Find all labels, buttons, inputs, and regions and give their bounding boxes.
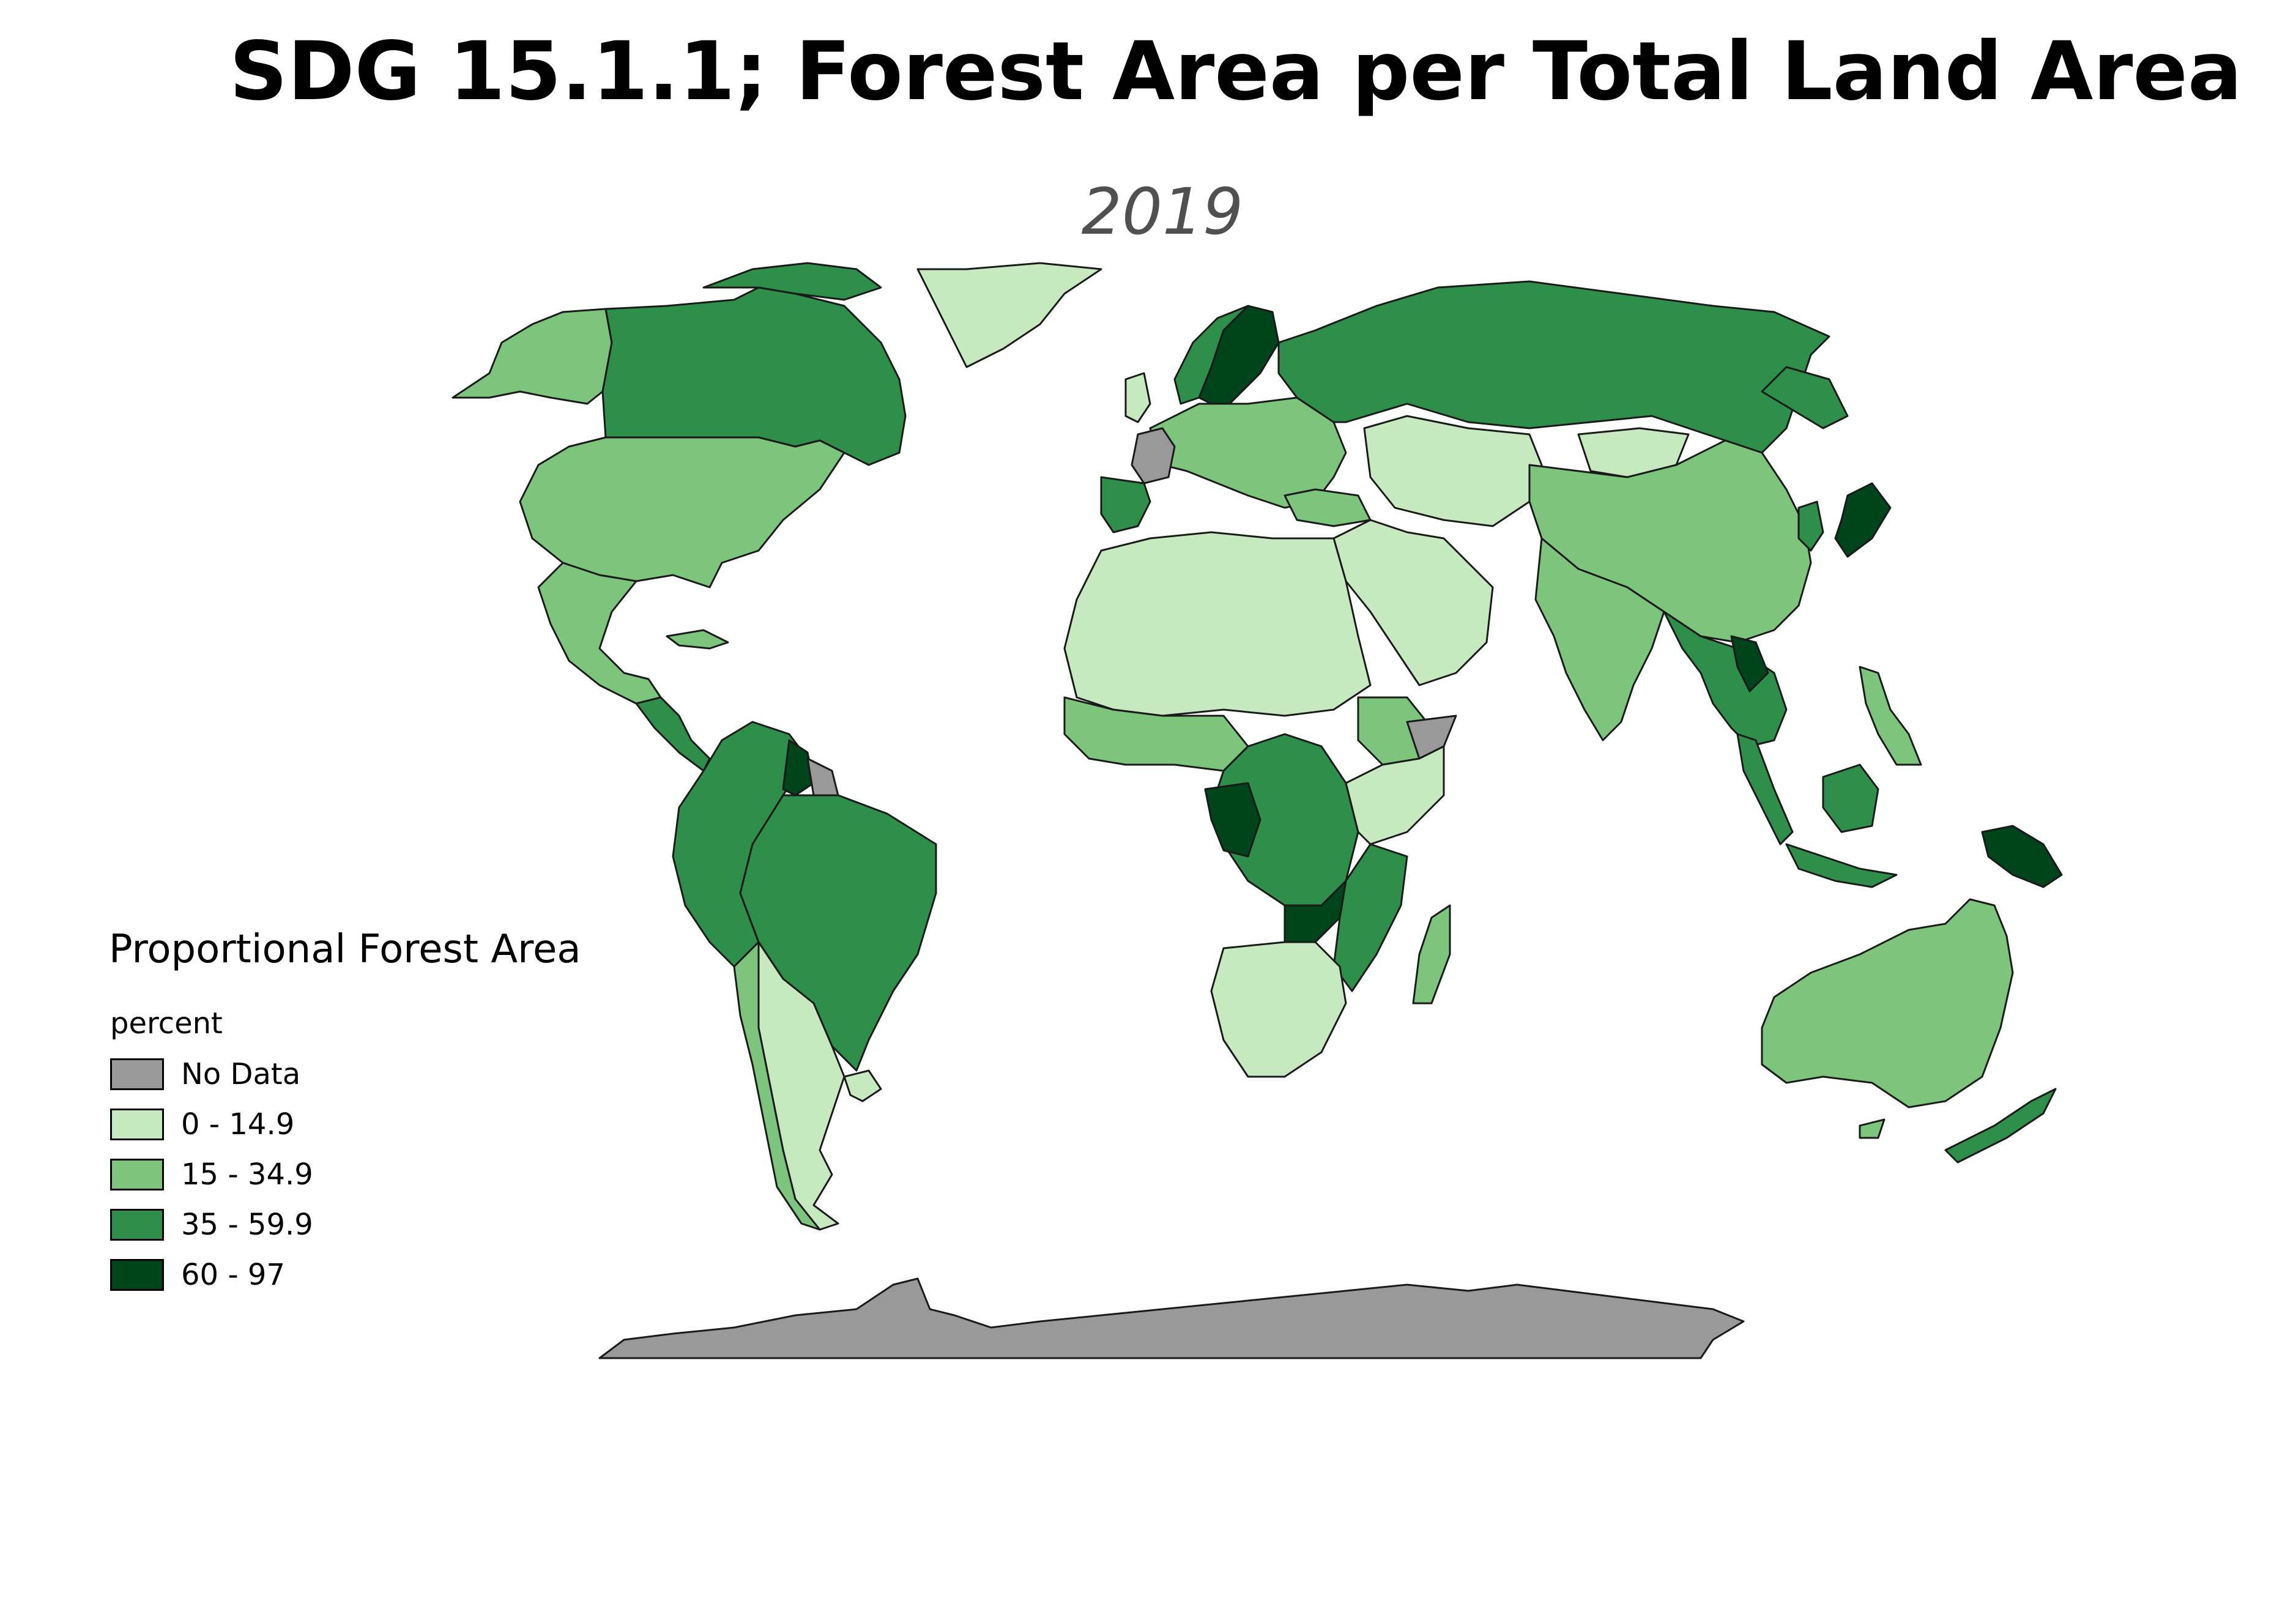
region-middle-east <box>1332 519 1494 686</box>
region-central-america <box>635 696 711 772</box>
region-mexico <box>537 562 662 705</box>
region-southeast-asia <box>1663 611 1788 748</box>
region-usa <box>519 436 845 589</box>
region-philippines <box>1859 666 1922 766</box>
region-chile <box>733 941 821 1231</box>
legend-title: Proportional Forest Area <box>109 927 581 972</box>
region-madagascar <box>1412 904 1451 1005</box>
region-laos <box>1730 635 1769 693</box>
region-alaska <box>451 308 613 405</box>
region-scandinavia <box>1198 305 1280 411</box>
region-australia <box>1761 898 2014 1109</box>
region-turkey <box>1284 488 1372 527</box>
region-antarctica <box>598 1277 1745 1359</box>
legend-label: No Data <box>181 1057 301 1091</box>
region-suriname-guyana <box>782 739 815 797</box>
legend-label: 35 - 59.9 <box>181 1208 313 1242</box>
region-iberia <box>1100 476 1151 533</box>
legend-swatch <box>110 1058 164 1090</box>
region-indonesia <box>1785 843 1898 888</box>
region-uk <box>1124 372 1151 423</box>
legend-item-class-2: 15 - 34.9 <box>110 1157 538 1194</box>
map-legend: Proportional Forest Area percent No Data… <box>109 927 659 1318</box>
region-french-guiana <box>806 757 839 797</box>
region-brazil <box>739 794 937 1072</box>
region-france <box>1131 427 1176 485</box>
legend-label: 60 - 97 <box>181 1258 285 1292</box>
region-caribbean <box>666 629 729 650</box>
legend-swatch <box>110 1209 164 1241</box>
region-north-africa <box>1063 531 1372 717</box>
legend-label: 15 - 34.9 <box>181 1157 313 1192</box>
region-congo-gabon <box>1204 782 1261 858</box>
legend-swatch <box>110 1259 164 1291</box>
region-borneo <box>1822 763 1879 833</box>
legend-swatch <box>110 1159 164 1190</box>
legend-label: 0 - 14.9 <box>181 1107 295 1142</box>
legend-item-no-data: No Data <box>110 1057 538 1094</box>
region-east-africa <box>1345 745 1445 845</box>
region-india <box>1534 537 1665 741</box>
region-tasmania <box>1859 1118 1885 1139</box>
region-korea <box>1797 500 1824 552</box>
region-southern-africa <box>1210 941 1347 1078</box>
region-russia-east <box>1761 366 1849 429</box>
region-europe <box>1149 396 1347 509</box>
map-subtitle-year: 2019 <box>1081 174 1244 249</box>
region-mozambique <box>1332 843 1408 992</box>
region-new-zealand <box>1944 1088 2057 1164</box>
legend-swatch <box>110 1109 164 1140</box>
region-canada-islands <box>702 262 882 301</box>
region-russia <box>1277 280 1830 454</box>
region-central-asia <box>1363 415 1543 527</box>
map-title: SDG 15.1.1; Forest Area per Total Land A… <box>229 24 2242 119</box>
legend-item-class-1: 0 - 14.9 <box>110 1107 538 1144</box>
legend-item-class-4: 60 - 97 <box>110 1258 538 1294</box>
region-malay-peninsula <box>1736 733 1794 845</box>
region-uruguay <box>843 1069 882 1102</box>
region-papua <box>1981 825 2063 888</box>
region-japan <box>1834 482 1892 558</box>
legend-item-class-3: 35 - 59.9 <box>110 1208 538 1244</box>
legend-unit: percent <box>110 1006 223 1041</box>
region-greenland <box>916 262 1102 368</box>
